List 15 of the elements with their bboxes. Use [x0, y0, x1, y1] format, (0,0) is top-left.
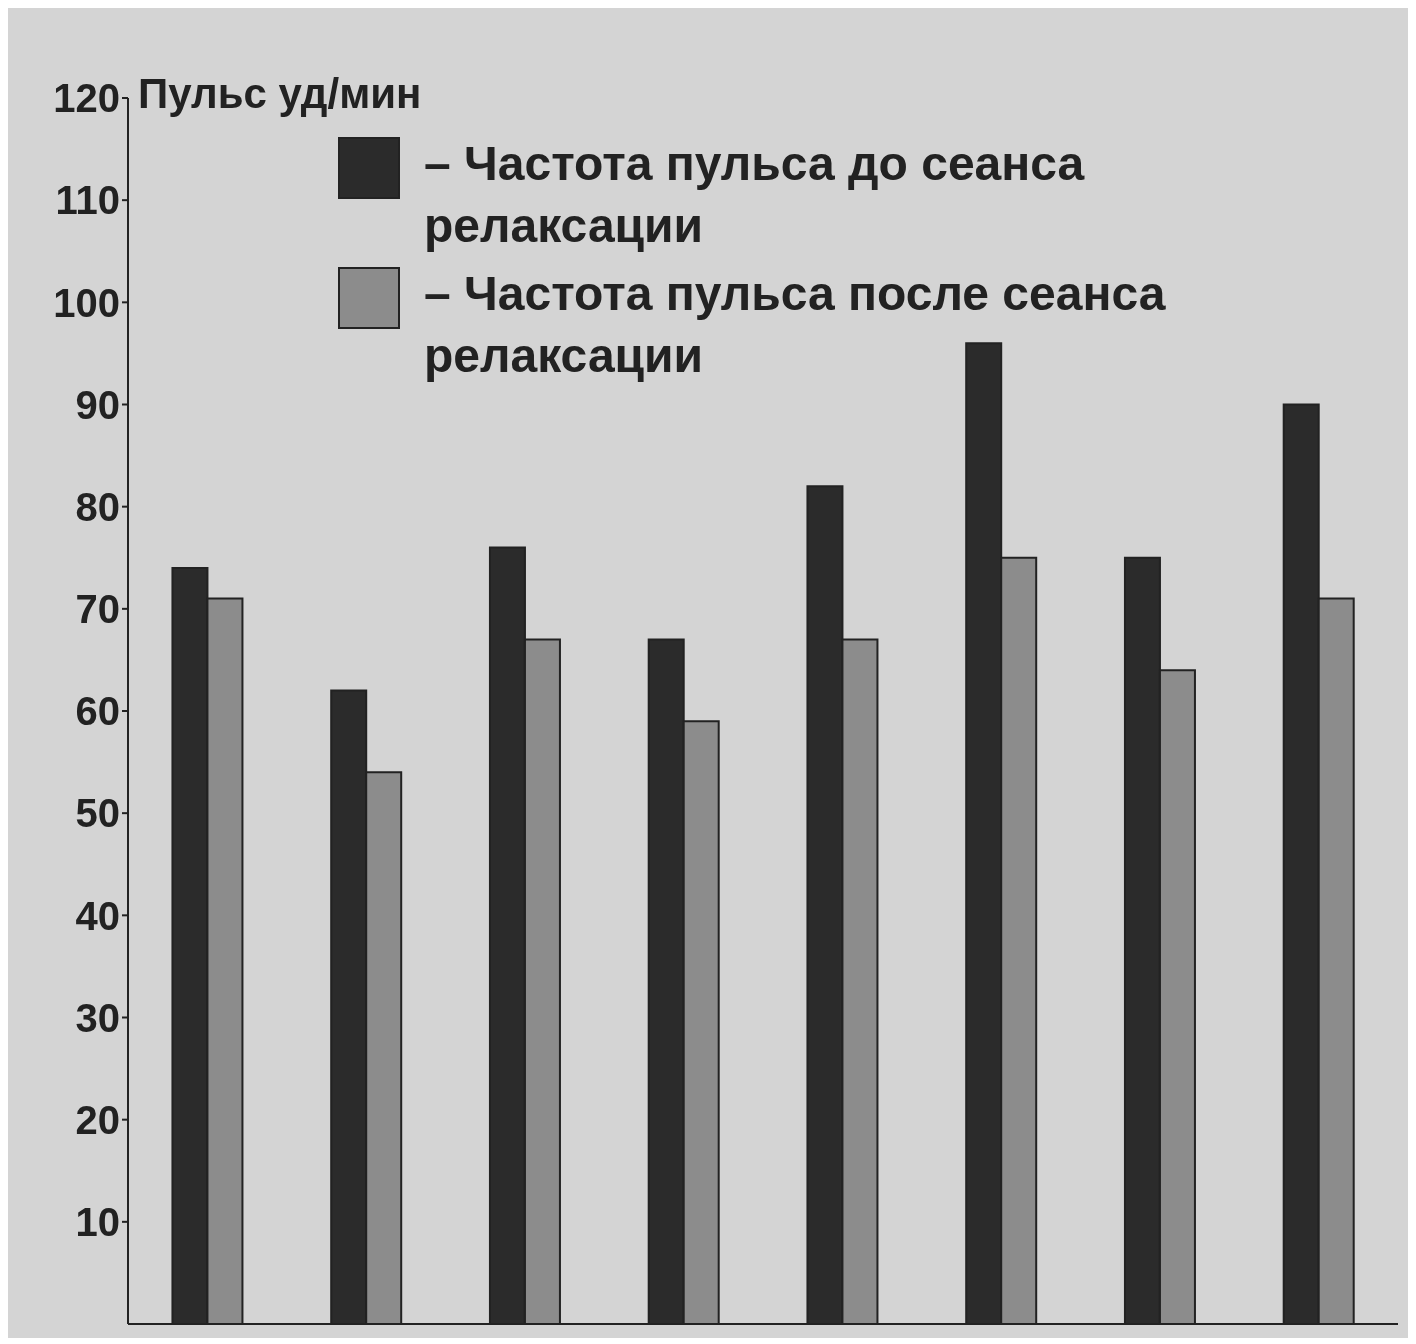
legend-label: – Частота пульса после сеанса релаксации: [424, 266, 1167, 384]
y-tick-label: 10: [75, 1200, 120, 1245]
y-tick-label: 80: [75, 484, 120, 529]
y-axis-title: Пульс уд/мин: [138, 70, 422, 118]
y-tick-label: 90: [75, 382, 120, 427]
y-tick-label: 70: [75, 587, 120, 632]
y-tick-label: 40: [75, 893, 120, 938]
y-tick-label: 60: [75, 689, 120, 734]
y-tick-label: 120: [53, 76, 120, 121]
y-tick-label: 30: [75, 995, 120, 1040]
y-tick-label: 50: [75, 791, 120, 836]
legend-label: – Частота пульса до сеанса релаксации: [424, 136, 1086, 254]
y-tick-label: 100: [53, 280, 120, 325]
y-tick-label: 20: [75, 1097, 120, 1142]
y-tick-label: 110: [55, 178, 120, 223]
